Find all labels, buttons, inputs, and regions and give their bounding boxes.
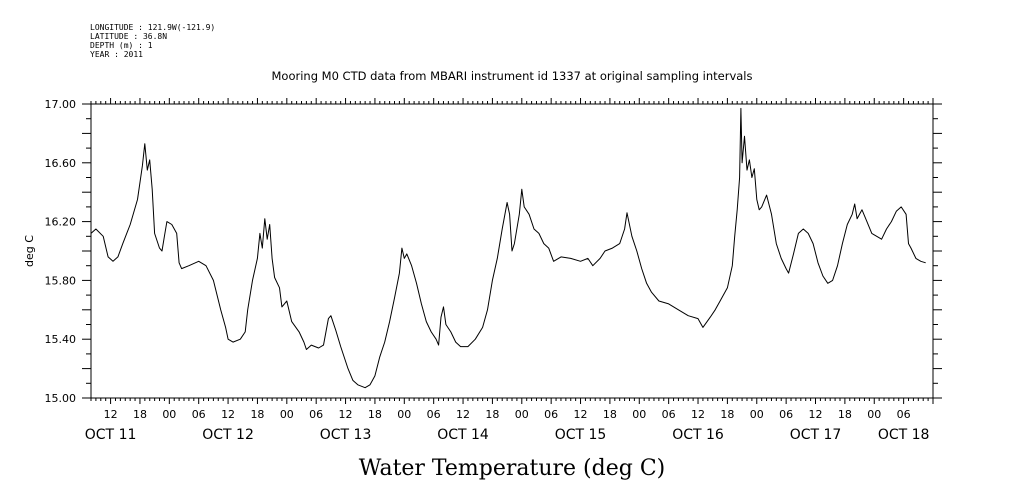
x-hour-tick-label: 18 — [133, 408, 147, 421]
x-date-label: OCT 11 — [85, 427, 137, 443]
y-axis-label: deg C — [23, 235, 36, 267]
x-hour-tick-label: 18 — [250, 408, 264, 421]
x-hour-tick-label: 18 — [603, 408, 617, 421]
x-date-label: OCT 16 — [672, 427, 724, 443]
x-hour-tick-label: 18 — [485, 408, 499, 421]
x-hour-tick-label: 00 — [515, 408, 529, 421]
x-hour-tick-label: 06 — [427, 408, 441, 421]
x-date-label: OCT 18 — [878, 427, 930, 443]
meta-year: YEAR : 2011 — [90, 50, 143, 59]
chart-title: Mooring M0 CTD data from MBARI instrumen… — [272, 69, 753, 83]
x-hour-tick-label: 12 — [456, 408, 470, 421]
x-hour-tick-label: 12 — [104, 408, 118, 421]
x-hour-tick-label: 00 — [632, 408, 646, 421]
temperature-series-line — [90, 107, 926, 389]
x-hour-tick-label: 06 — [662, 408, 676, 421]
x-hour-tick-label: 06 — [897, 408, 911, 421]
y-tick-label: 16.20 — [45, 216, 77, 229]
x-hour-tick-label: 12 — [221, 408, 235, 421]
x-hour-tick-label: 00 — [867, 408, 881, 421]
x-hour-tick-label: 00 — [280, 408, 294, 421]
y-tick-label: 17.00 — [45, 98, 77, 111]
x-date-label: OCT 12 — [202, 427, 254, 443]
meta-depth: DEPTH (m) : 1 — [90, 41, 153, 50]
x-hour-tick-label: 00 — [750, 408, 764, 421]
x-hour-tick-label: 06 — [192, 408, 206, 421]
x-date-label: OCT 13 — [320, 427, 372, 443]
metadata-block: LONGITUDE : 121.9W(-121.9) LATITUDE : 36… — [90, 23, 215, 59]
meta-latitude: LATITUDE : 36.8N — [90, 32, 167, 41]
x-axis-label: Water Temperature (deg C) — [359, 456, 666, 481]
x-hour-tick-label: 06 — [309, 408, 323, 421]
x-hour-tick-label: 06 — [544, 408, 558, 421]
x-hour-tick-label: 18 — [720, 408, 734, 421]
axis-ticks: 12 18 00 06 12 18 00 06 12 18 00 06 12 18 00 06 12 18 00 06… — [45, 98, 942, 443]
y-tick-label: 15.80 — [45, 274, 77, 287]
y-tick-label: 15.00 — [45, 392, 77, 405]
x-date-label: OCT 17 — [790, 427, 842, 443]
x-hour-tick-label: 12 — [691, 408, 705, 421]
meta-longitude: LONGITUDE : 121.9W(-121.9) — [90, 23, 215, 32]
x-hour-tick-label: 12 — [339, 408, 353, 421]
y-tick-label: 15.40 — [45, 333, 77, 346]
x-date-label: OCT 15 — [555, 427, 607, 443]
x-hour-tick-label: 00 — [162, 408, 176, 421]
y-tick-label: 16.60 — [45, 157, 77, 170]
x-hour-tick-label: 18 — [368, 408, 382, 421]
series-layer — [90, 107, 926, 389]
x-hour-tick-label: 18 — [838, 408, 852, 421]
x-hour-tick-label: 12 — [809, 408, 823, 421]
x-date-label: OCT 14 — [437, 427, 489, 443]
x-hour-tick-label: 12 — [574, 408, 588, 421]
x-hour-tick-label: 00 — [397, 408, 411, 421]
x-hour-tick-label: 06 — [779, 408, 793, 421]
